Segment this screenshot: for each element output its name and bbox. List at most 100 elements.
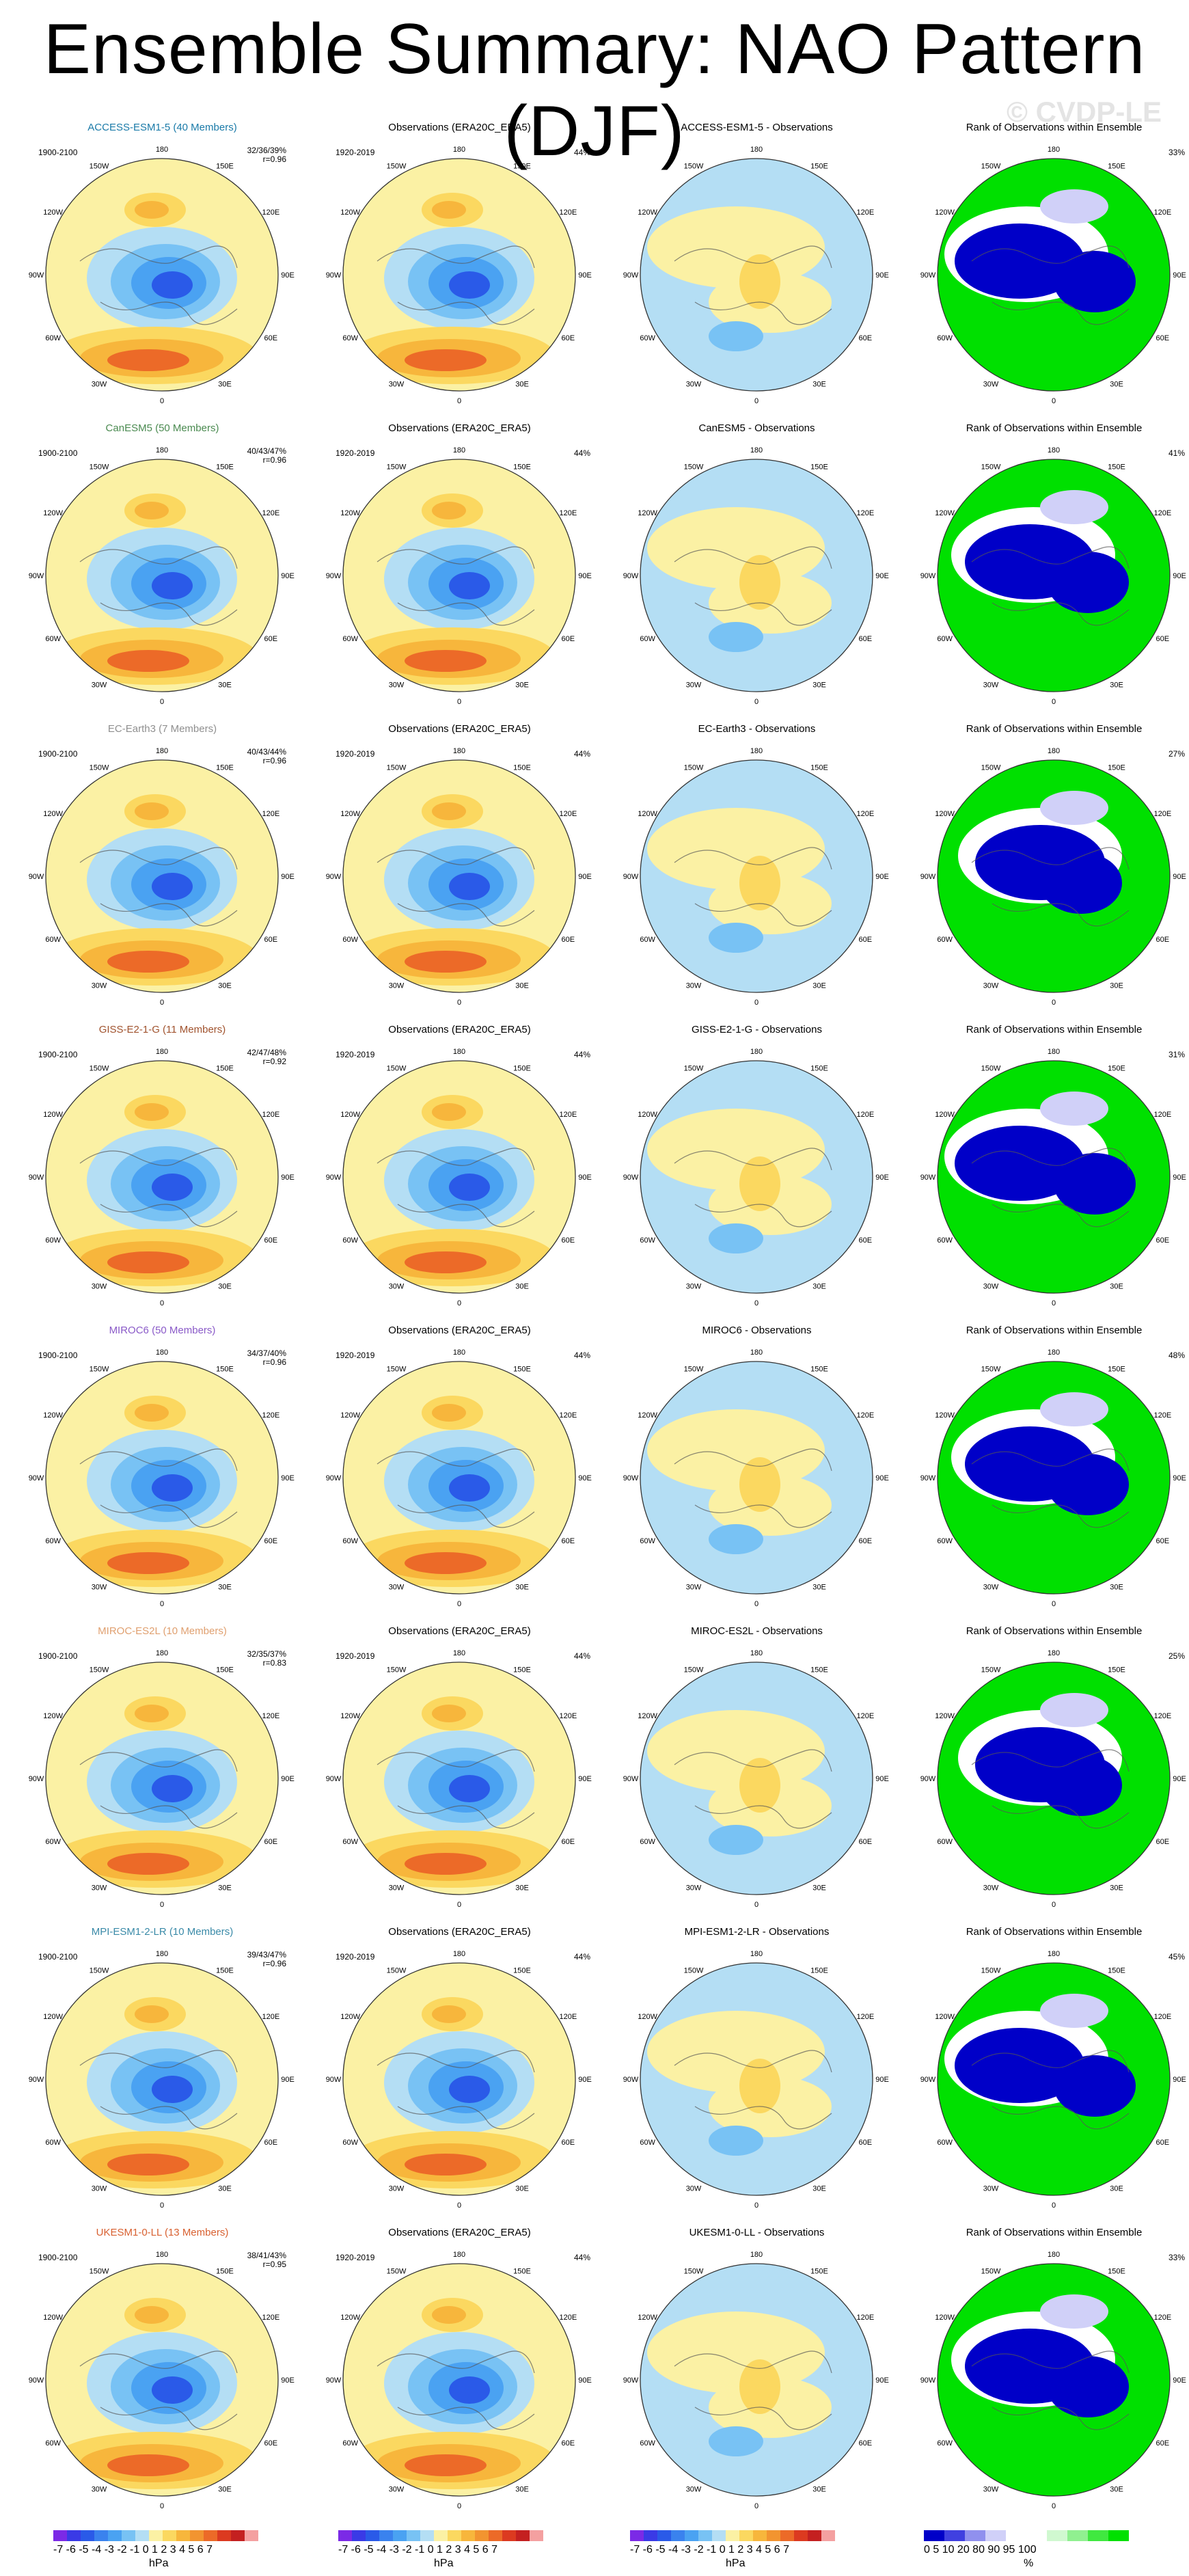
lon-label: 120W [935, 1712, 955, 1720]
lon-label: 90W [623, 1174, 639, 1182]
diff-map: 180 150E 120E 90E 60E 30E 0 30W 60W 90W 120W 150W [623, 747, 889, 1007]
lon-label: 150E [810, 2268, 828, 2276]
lon-label: 60W [640, 635, 655, 643]
lon-label: 30E [515, 681, 529, 689]
obs-map: 180 150E 120E 90E 60E 30E 0 30W 60W 90W 120W 150W [326, 747, 592, 1007]
lon-label: 90W [920, 2376, 936, 2385]
colorbar-swatch [108, 2530, 122, 2541]
lon-label: 30E [1110, 2184, 1123, 2193]
lon-label: 60E [264, 334, 278, 342]
lon-label: 180 [453, 1649, 465, 1657]
lon-label: 150W [981, 463, 1001, 472]
lon-label: 30E [812, 2485, 826, 2493]
lon-label: 120W [935, 208, 955, 217]
lon-label: 120W [43, 810, 63, 818]
lon-label: 90E [875, 271, 889, 280]
lon-label: 180 [156, 1950, 168, 1958]
rank-panel: Rank of Observations within Ensemble 45% 1… [905, 1926, 1189, 2227]
rank-map: 180 150E 120E 90E 60E 30E 0 30W 60W 90W 120W 150W [920, 1950, 1186, 2210]
lon-label: 60W [342, 1537, 358, 1545]
model-stats: 38/41/43% r=0.95 [247, 2251, 286, 2269]
rank-map: 180 150E 120E 90E 60E 30E 0 30W 60W 90W 120W 150W [920, 146, 1186, 405]
colorbar-swatch [1108, 2530, 1129, 2541]
lon-label: 30E [1110, 2485, 1123, 2493]
lon-label: 30W [983, 1884, 999, 1892]
lon-label: 120E [262, 509, 279, 517]
colorbar-rank [924, 2530, 1129, 2543]
obs-map: 180 150E 120E 90E 60E 30E 0 30W 60W 90W 120W 150W [326, 146, 592, 405]
model-stats-pct: 40/43/44% [247, 747, 286, 757]
obs-years: 1920-2019 [336, 1952, 375, 1962]
lon-label: 30W [92, 2485, 107, 2493]
lon-label: 90W [920, 572, 936, 580]
model-stats: 42/47/48% r=0.92 [247, 1048, 286, 1066]
lon-label: 60E [859, 2139, 873, 2147]
model-map: 180 150E 120E 90E 60E 30E 0 30W 60W 90W 120W 150W [29, 2251, 295, 2510]
lon-label: 0 [754, 698, 758, 706]
lon-label: 120E [856, 2314, 874, 2322]
lon-label: 120W [638, 1111, 657, 1119]
lon-label: 120E [559, 509, 577, 517]
lon-label: 30W [389, 2485, 405, 2493]
lon-label: 60E [264, 2439, 278, 2448]
obs-panel: Observations (ERA20C_ERA5) 1920-2019 44% 18… [311, 1926, 608, 2227]
lon-label: 150E [810, 1366, 828, 1374]
obs-panel: Observations (ERA20C_ERA5) 1920-2019 44% 18… [311, 1625, 608, 1926]
lon-label: 90W [326, 873, 342, 881]
lon-label: 60E [264, 936, 278, 944]
lon-label: 90E [1173, 271, 1186, 280]
lon-label: 90E [281, 2076, 295, 2084]
lon-label: 60W [937, 635, 953, 643]
lon-label: 30E [812, 380, 826, 388]
lon-label: 60W [640, 936, 655, 944]
lon-label: 30E [812, 681, 826, 689]
lon-label: 30E [1110, 981, 1123, 990]
obs-pct: 44% [573, 2253, 590, 2262]
lon-label: 30W [389, 2184, 405, 2193]
lon-label: 60E [562, 2439, 575, 2448]
lon-label: 0 [457, 397, 461, 405]
rank-pct: 48% [1168, 1351, 1185, 1360]
lon-label: 150E [810, 1967, 828, 1975]
model-panel: ACCESS-ESM1-5 (40 Members) 1900-2100 32/36… [14, 122, 311, 422]
lon-label: 180 [1048, 1649, 1060, 1657]
colorbar-rank-unit: % [1024, 2558, 1034, 2569]
diff-title: ACCESS-ESM1-5 - Observations [681, 122, 833, 133]
lon-label: 60W [937, 2139, 953, 2147]
lon-label: 90W [29, 1474, 44, 1482]
rank-pct: 45% [1168, 1952, 1185, 1962]
lon-label: 90W [623, 1775, 639, 1783]
lon-label: 120W [638, 1411, 657, 1420]
diff-panel: MPI-ESM1-2-LR - Observations 180 150E 120E 9… [608, 1926, 905, 2227]
lon-label: 90W [326, 1775, 342, 1783]
model-stats-corr: r=0.95 [262, 2260, 286, 2269]
lon-label: 60E [1156, 334, 1170, 342]
colorbar-swatch [502, 2530, 516, 2541]
obs-years: 1920-2019 [336, 749, 375, 759]
lon-label: 60E [859, 635, 873, 643]
lon-label: 150E [513, 1366, 531, 1374]
lon-label: 150E [216, 2268, 234, 2276]
obs-pct: 44% [573, 1952, 590, 1962]
colorbar-swatch [379, 2530, 393, 2541]
lon-label: 90E [875, 2076, 889, 2084]
obs-panel: Observations (ERA20C_ERA5) 1920-2019 44% 18… [311, 122, 608, 422]
lon-label: 90E [578, 1775, 592, 1783]
lon-label: 120W [340, 509, 360, 517]
lon-label: 150E [810, 463, 828, 472]
lon-label: 90E [1173, 2076, 1186, 2084]
lon-label: 120W [638, 2013, 657, 2021]
lon-label: 180 [156, 146, 168, 154]
model-panel: CanESM5 (50 Members) 1900-2100 40/43/47% r=… [14, 422, 311, 723]
colorbar-swatch [516, 2530, 530, 2541]
lon-label: 60W [45, 936, 61, 944]
colorbar-swatch [67, 2530, 81, 2541]
lon-label: 150E [513, 2268, 531, 2276]
lon-label: 30E [1110, 1282, 1123, 1290]
watermark: © CVDP-LE [1007, 96, 1162, 128]
diff-map: 180 150E 120E 90E 60E 30E 0 30W 60W 90W 120W 150W [623, 2251, 889, 2510]
colorbar-swatch [53, 2530, 67, 2541]
model-panel: MIROC-ES2L (10 Members) 1900-2100 32/35/37… [14, 1625, 311, 1926]
model-title: CanESM5 (50 Members) [105, 422, 219, 434]
lon-label: 30W [686, 2485, 702, 2493]
